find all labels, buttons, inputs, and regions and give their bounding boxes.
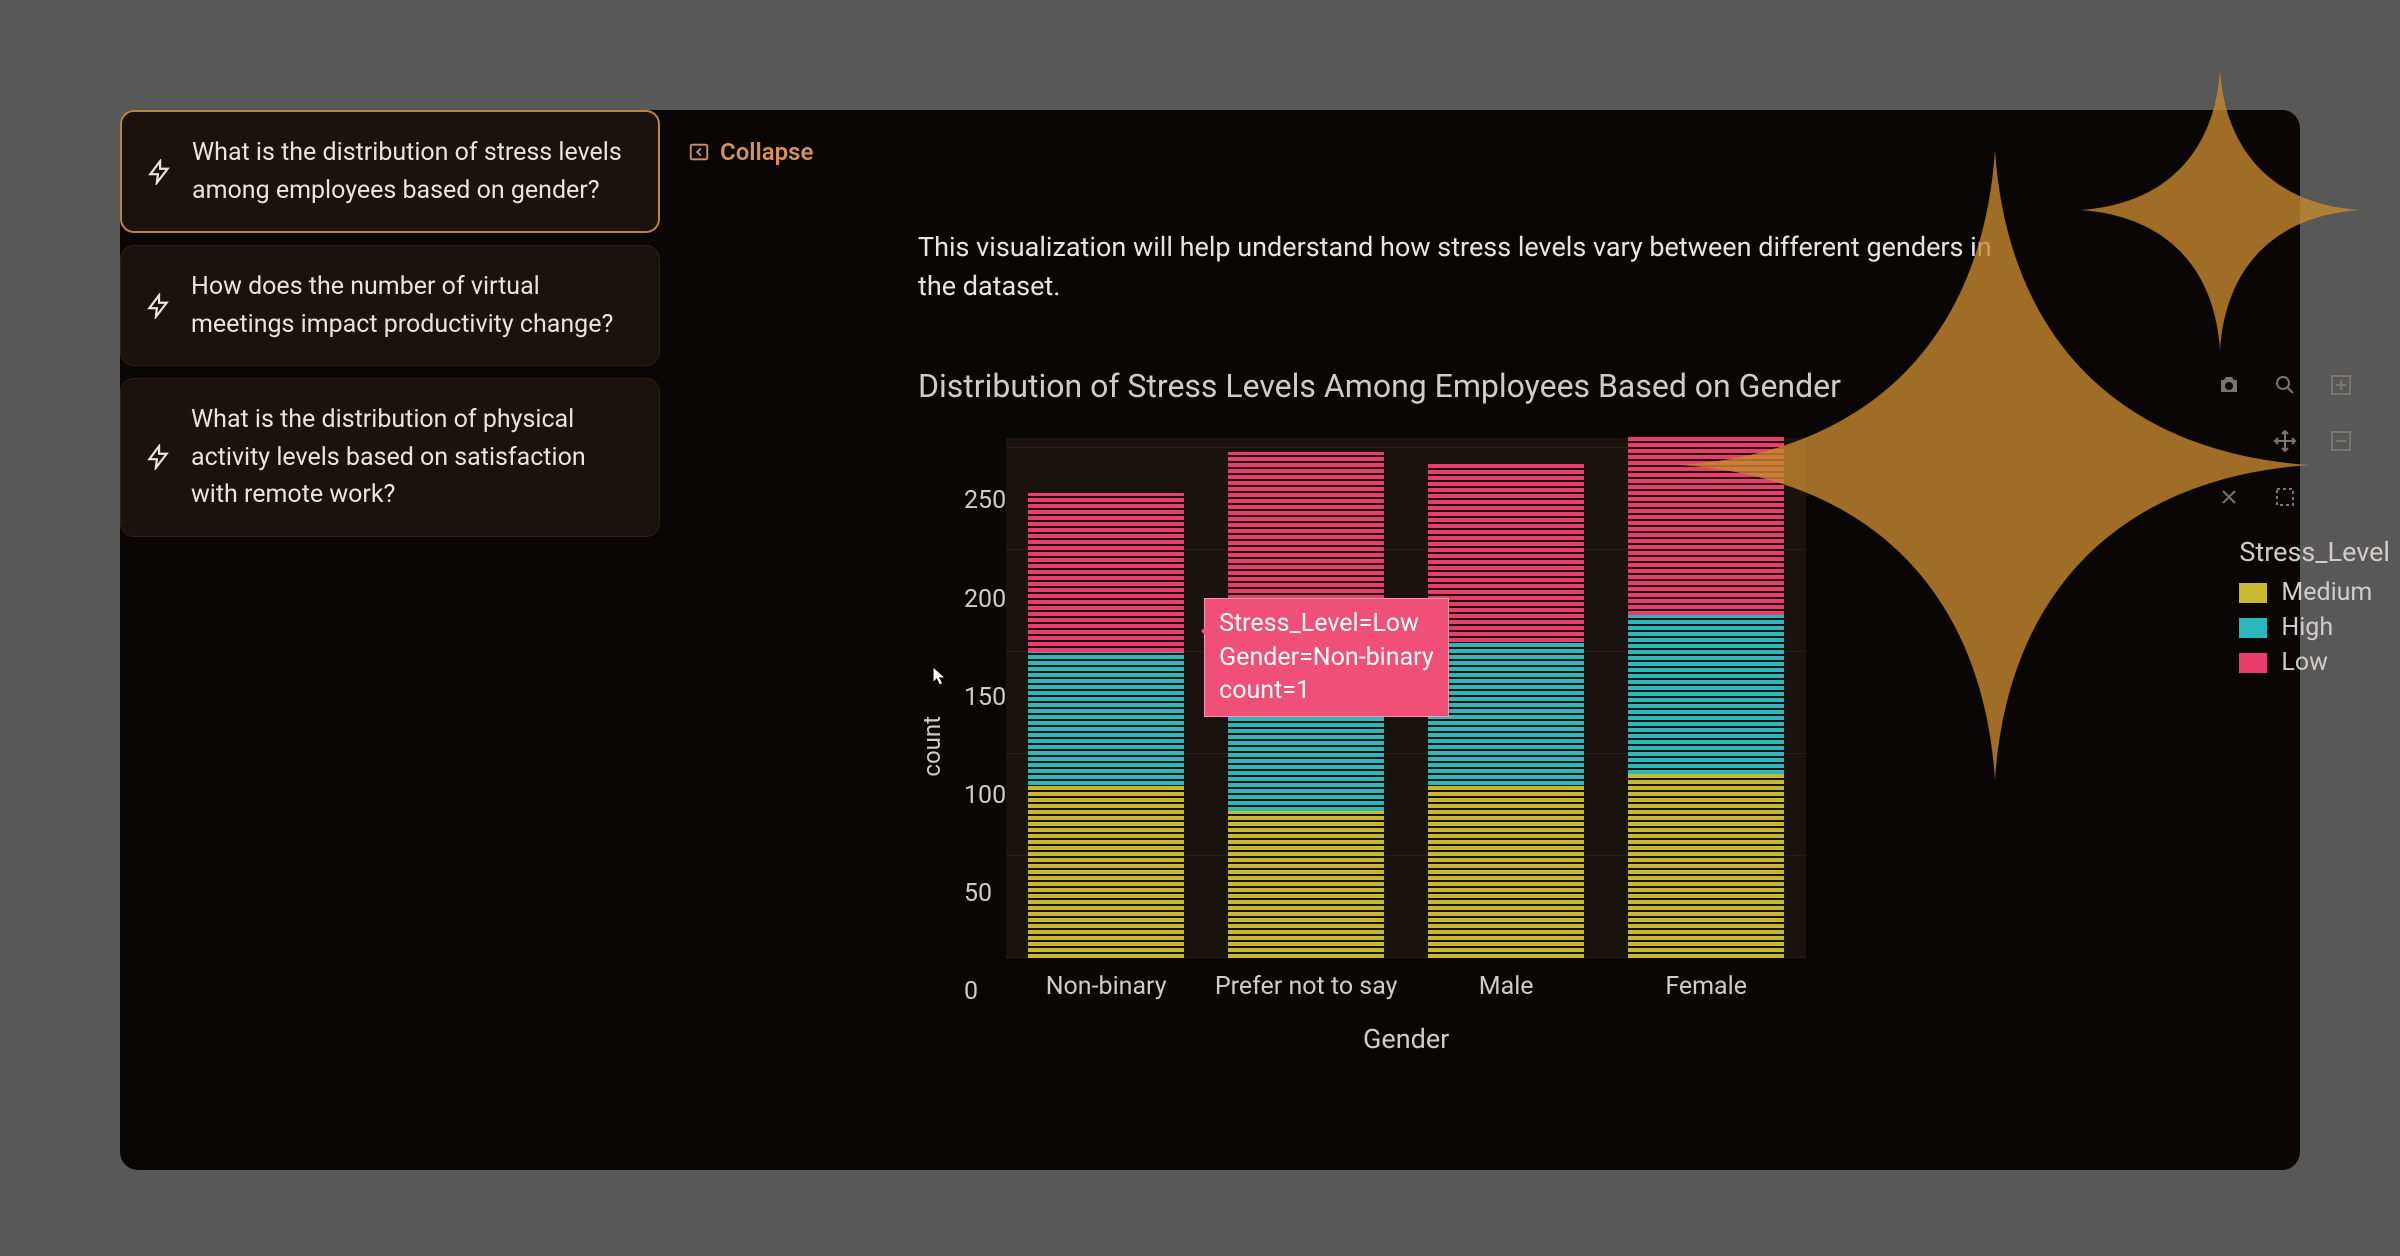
chart-region: Distribution of Stress Levels Among Empl… [918, 366, 2260, 1055]
legend-swatch [2239, 618, 2267, 638]
x-tick: Male [1406, 958, 1606, 1001]
x-axis-label: Gender [1363, 1023, 1449, 1055]
bar-group[interactable] [1028, 493, 1184, 958]
sidebar-item-label: How does the number of virtual meetings … [191, 272, 613, 339]
bar-segment[interactable] [1628, 774, 1784, 958]
lightning-icon [145, 293, 171, 319]
sidebar-item-q2[interactable]: How does the number of virtual meetings … [120, 245, 660, 366]
bar-segment[interactable] [1028, 493, 1184, 652]
legend-item[interactable]: Medium [2239, 578, 2390, 607]
main-panel: Collapse This visualization will help un… [660, 110, 2300, 1170]
bar-segment[interactable] [1028, 652, 1184, 785]
bar-segment[interactable] [1428, 642, 1584, 785]
bar-segment[interactable] [1428, 462, 1584, 641]
cursor-icon [932, 666, 946, 686]
y-tick: 0 [964, 977, 1006, 1006]
chart-description: This visualization will help understand … [918, 228, 2028, 306]
chart-tooltip: Stress_Level=LowGender=Non-binarycount=1 [1204, 598, 1449, 717]
camera-icon[interactable] [2210, 366, 2248, 404]
x-axis-ticks: Non-binaryPrefer not to sayMaleFemale [1006, 958, 1806, 1001]
x-tick: Prefer not to say [1206, 958, 1406, 1001]
bar-segment[interactable] [1428, 785, 1584, 958]
chart-toolbar [2210, 366, 2360, 516]
legend-label: Low [2281, 648, 2328, 677]
bar-group[interactable] [1428, 462, 1584, 958]
lightning-icon [146, 159, 172, 185]
bar-segment[interactable] [1028, 785, 1184, 958]
sidebar: What is the distribution of stress level… [120, 110, 660, 1170]
bar-segment[interactable] [1628, 436, 1784, 615]
y-tick: 50 [964, 879, 1006, 908]
sidebar-item-q1[interactable]: What is the distribution of stress level… [120, 110, 660, 233]
plus-box-icon[interactable] [2322, 366, 2360, 404]
legend-label: High [2281, 613, 2333, 642]
y-tick: 100 [964, 781, 1006, 810]
close-axes-icon[interactable] [2210, 478, 2248, 516]
pan-icon[interactable] [2266, 422, 2304, 460]
sidebar-item-label: What is the distribution of stress level… [192, 138, 622, 205]
legend-item[interactable]: High [2239, 613, 2390, 642]
x-tick: Non-binary [1006, 958, 1206, 1001]
bar-segment[interactable] [1228, 452, 1384, 617]
bar-segment[interactable] [1628, 615, 1784, 774]
y-axis-label: count [918, 716, 946, 777]
legend-swatch [2239, 653, 2267, 673]
select-icon[interactable] [2266, 478, 2304, 516]
bar-segment[interactable] [1228, 811, 1384, 958]
y-tick: 200 [964, 585, 1006, 614]
lightning-icon [145, 444, 171, 470]
legend-item[interactable]: Low [2239, 648, 2390, 677]
app-window: What is the distribution of stress level… [120, 110, 2300, 1170]
chart-title: Distribution of Stress Levels Among Empl… [918, 366, 1888, 408]
collapse-button[interactable]: Collapse [688, 130, 813, 186]
legend-label: Medium [2281, 578, 2372, 607]
x-tick: Female [1606, 958, 1806, 1001]
collapse-label: Collapse [720, 138, 813, 166]
y-tick: 250 [964, 486, 1006, 515]
zoom-icon[interactable] [2266, 366, 2304, 404]
legend-title: Stress_Level [2239, 536, 2390, 568]
y-axis-ticks: 250 200 150 100 50 0 [964, 486, 1006, 1006]
bar-group[interactable] [1628, 436, 1784, 958]
y-tick: 150 [964, 683, 1006, 712]
legend-swatch [2239, 583, 2267, 603]
sidebar-item-label: What is the distribution of physical act… [191, 405, 586, 509]
minus-box-icon[interactable] [2322, 422, 2360, 460]
chart-legend: Stress_Level Medium High Low [2239, 536, 2390, 683]
sidebar-item-q3[interactable]: What is the distribution of physical act… [120, 378, 660, 537]
